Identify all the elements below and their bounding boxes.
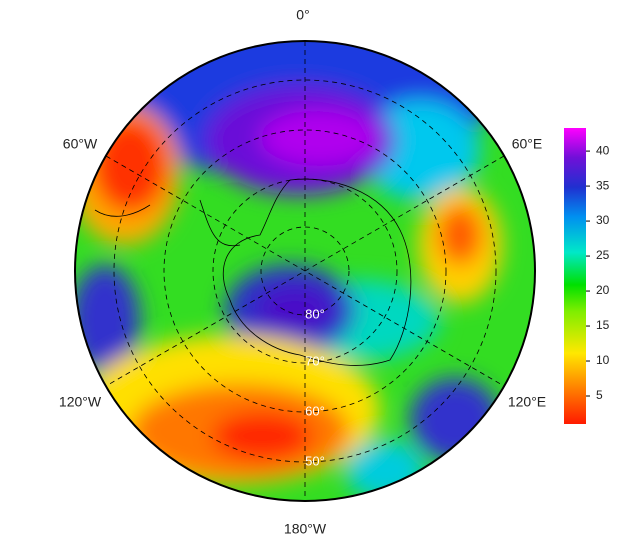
longitude-label: 60°W <box>63 136 98 152</box>
colorbar-tick-label: 15 <box>596 318 610 332</box>
colorbar-tick-label: 25 <box>596 248 610 262</box>
longitude-label: 60°E <box>512 136 543 152</box>
colorbar-tick-label: 40 <box>596 143 610 157</box>
latitude-label: 60° <box>305 403 325 418</box>
colorbar-tick-label: 5 <box>596 388 603 402</box>
longitude-label: 120°E <box>508 394 546 410</box>
colorbar-tick-label: 20 <box>596 283 610 297</box>
longitude-label: 120°W <box>59 394 102 410</box>
colorbar-tick-label: 30 <box>596 213 610 227</box>
longitude-label: 180°W <box>284 521 327 537</box>
colorbar-tick-label: 35 <box>596 178 610 192</box>
longitude-label: 0° <box>296 7 309 23</box>
latitude-label: 50° <box>305 453 325 468</box>
map-border <box>74 40 536 502</box>
data-field <box>75 41 535 501</box>
colorbar <box>564 128 586 424</box>
latitude-label: 70° <box>305 353 325 368</box>
latitude-label: 80° <box>305 306 325 321</box>
colorbar-tick-label: 10 <box>596 353 610 367</box>
